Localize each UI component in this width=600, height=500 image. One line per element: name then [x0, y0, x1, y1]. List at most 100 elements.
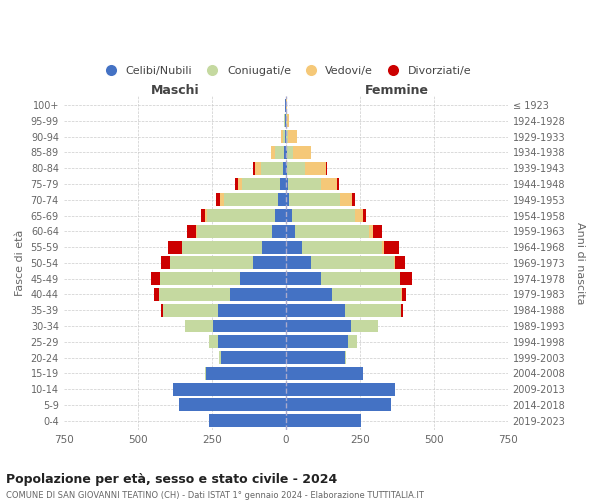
- Bar: [275, 209, 286, 222]
- Bar: [286, 414, 361, 427]
- Bar: [158, 288, 230, 301]
- Bar: [363, 209, 366, 222]
- Bar: [197, 225, 272, 238]
- Bar: [355, 209, 363, 222]
- Bar: [206, 367, 286, 380]
- Text: Femmine: Femmine: [365, 84, 429, 97]
- Bar: [385, 240, 399, 254]
- Bar: [179, 398, 286, 411]
- Text: COMUNE DI SAN GIOVANNI TEATINO (CH) - Dati ISTAT 1° gennaio 2024 - Elaborazione : COMUNE DI SAN GIOVANNI TEATINO (CH) - Da…: [6, 491, 424, 500]
- Bar: [154, 288, 158, 301]
- Bar: [187, 225, 196, 238]
- Bar: [161, 256, 170, 270]
- Text: Popolazione per età, sesso e stato civile - 2024: Popolazione per età, sesso e stato civil…: [6, 472, 337, 486]
- Y-axis label: Anni di nascita: Anni di nascita: [575, 222, 585, 304]
- Bar: [283, 130, 285, 143]
- Bar: [170, 256, 253, 270]
- Bar: [287, 146, 293, 159]
- Bar: [286, 256, 311, 270]
- Bar: [280, 178, 286, 190]
- Bar: [205, 209, 208, 222]
- Bar: [286, 194, 289, 206]
- Bar: [286, 288, 332, 301]
- Bar: [281, 130, 283, 143]
- Bar: [288, 178, 321, 190]
- Bar: [196, 225, 197, 238]
- Bar: [352, 194, 355, 206]
- Bar: [286, 320, 351, 332]
- Bar: [284, 146, 286, 159]
- Bar: [286, 178, 288, 190]
- Bar: [200, 209, 205, 222]
- Bar: [286, 272, 322, 285]
- Bar: [305, 162, 326, 174]
- Bar: [215, 194, 220, 206]
- Bar: [209, 414, 286, 427]
- Bar: [292, 209, 355, 222]
- Bar: [286, 146, 287, 159]
- Bar: [220, 194, 224, 206]
- Bar: [278, 194, 286, 206]
- Bar: [213, 320, 286, 332]
- Bar: [311, 256, 394, 270]
- Bar: [321, 178, 337, 190]
- Bar: [345, 304, 401, 316]
- Bar: [351, 320, 377, 332]
- Bar: [224, 194, 278, 206]
- Bar: [286, 209, 292, 222]
- Bar: [285, 130, 286, 143]
- Bar: [262, 240, 286, 254]
- Bar: [168, 240, 182, 254]
- Bar: [218, 336, 286, 348]
- Bar: [401, 304, 403, 316]
- Legend: Celibi/Nubili, Coniugati/e, Vedovi/e, Divorziati/e: Celibi/Nubili, Coniugati/e, Vedovi/e, Di…: [96, 61, 476, 80]
- Bar: [340, 194, 352, 206]
- Bar: [401, 288, 406, 301]
- Bar: [289, 194, 340, 206]
- Bar: [345, 351, 346, 364]
- Bar: [286, 304, 345, 316]
- Bar: [161, 304, 163, 316]
- Bar: [400, 272, 412, 285]
- Bar: [286, 398, 391, 411]
- Bar: [332, 288, 401, 301]
- Bar: [286, 240, 302, 254]
- Bar: [287, 114, 289, 128]
- Bar: [322, 272, 400, 285]
- Bar: [208, 209, 275, 222]
- Bar: [286, 130, 288, 143]
- Bar: [287, 162, 305, 174]
- Bar: [286, 162, 287, 174]
- Bar: [295, 225, 368, 238]
- Bar: [394, 256, 395, 270]
- Bar: [240, 272, 286, 285]
- Bar: [218, 304, 286, 316]
- Bar: [163, 304, 218, 316]
- Bar: [209, 336, 218, 348]
- Bar: [260, 162, 283, 174]
- Bar: [288, 130, 297, 143]
- Bar: [286, 336, 348, 348]
- Bar: [219, 351, 221, 364]
- Bar: [395, 256, 405, 270]
- Bar: [235, 178, 238, 190]
- Y-axis label: Fasce di età: Fasce di età: [15, 230, 25, 296]
- Bar: [302, 240, 382, 254]
- Bar: [253, 256, 286, 270]
- Bar: [253, 162, 255, 174]
- Bar: [286, 367, 363, 380]
- Bar: [221, 351, 286, 364]
- Bar: [373, 225, 382, 238]
- Bar: [272, 225, 286, 238]
- Bar: [382, 240, 385, 254]
- Bar: [326, 162, 327, 174]
- Bar: [283, 162, 286, 174]
- Bar: [185, 320, 213, 332]
- Bar: [286, 351, 345, 364]
- Bar: [275, 146, 284, 159]
- Bar: [230, 288, 286, 301]
- Bar: [368, 225, 373, 238]
- Bar: [293, 146, 311, 159]
- Bar: [348, 336, 357, 348]
- Bar: [286, 382, 395, 396]
